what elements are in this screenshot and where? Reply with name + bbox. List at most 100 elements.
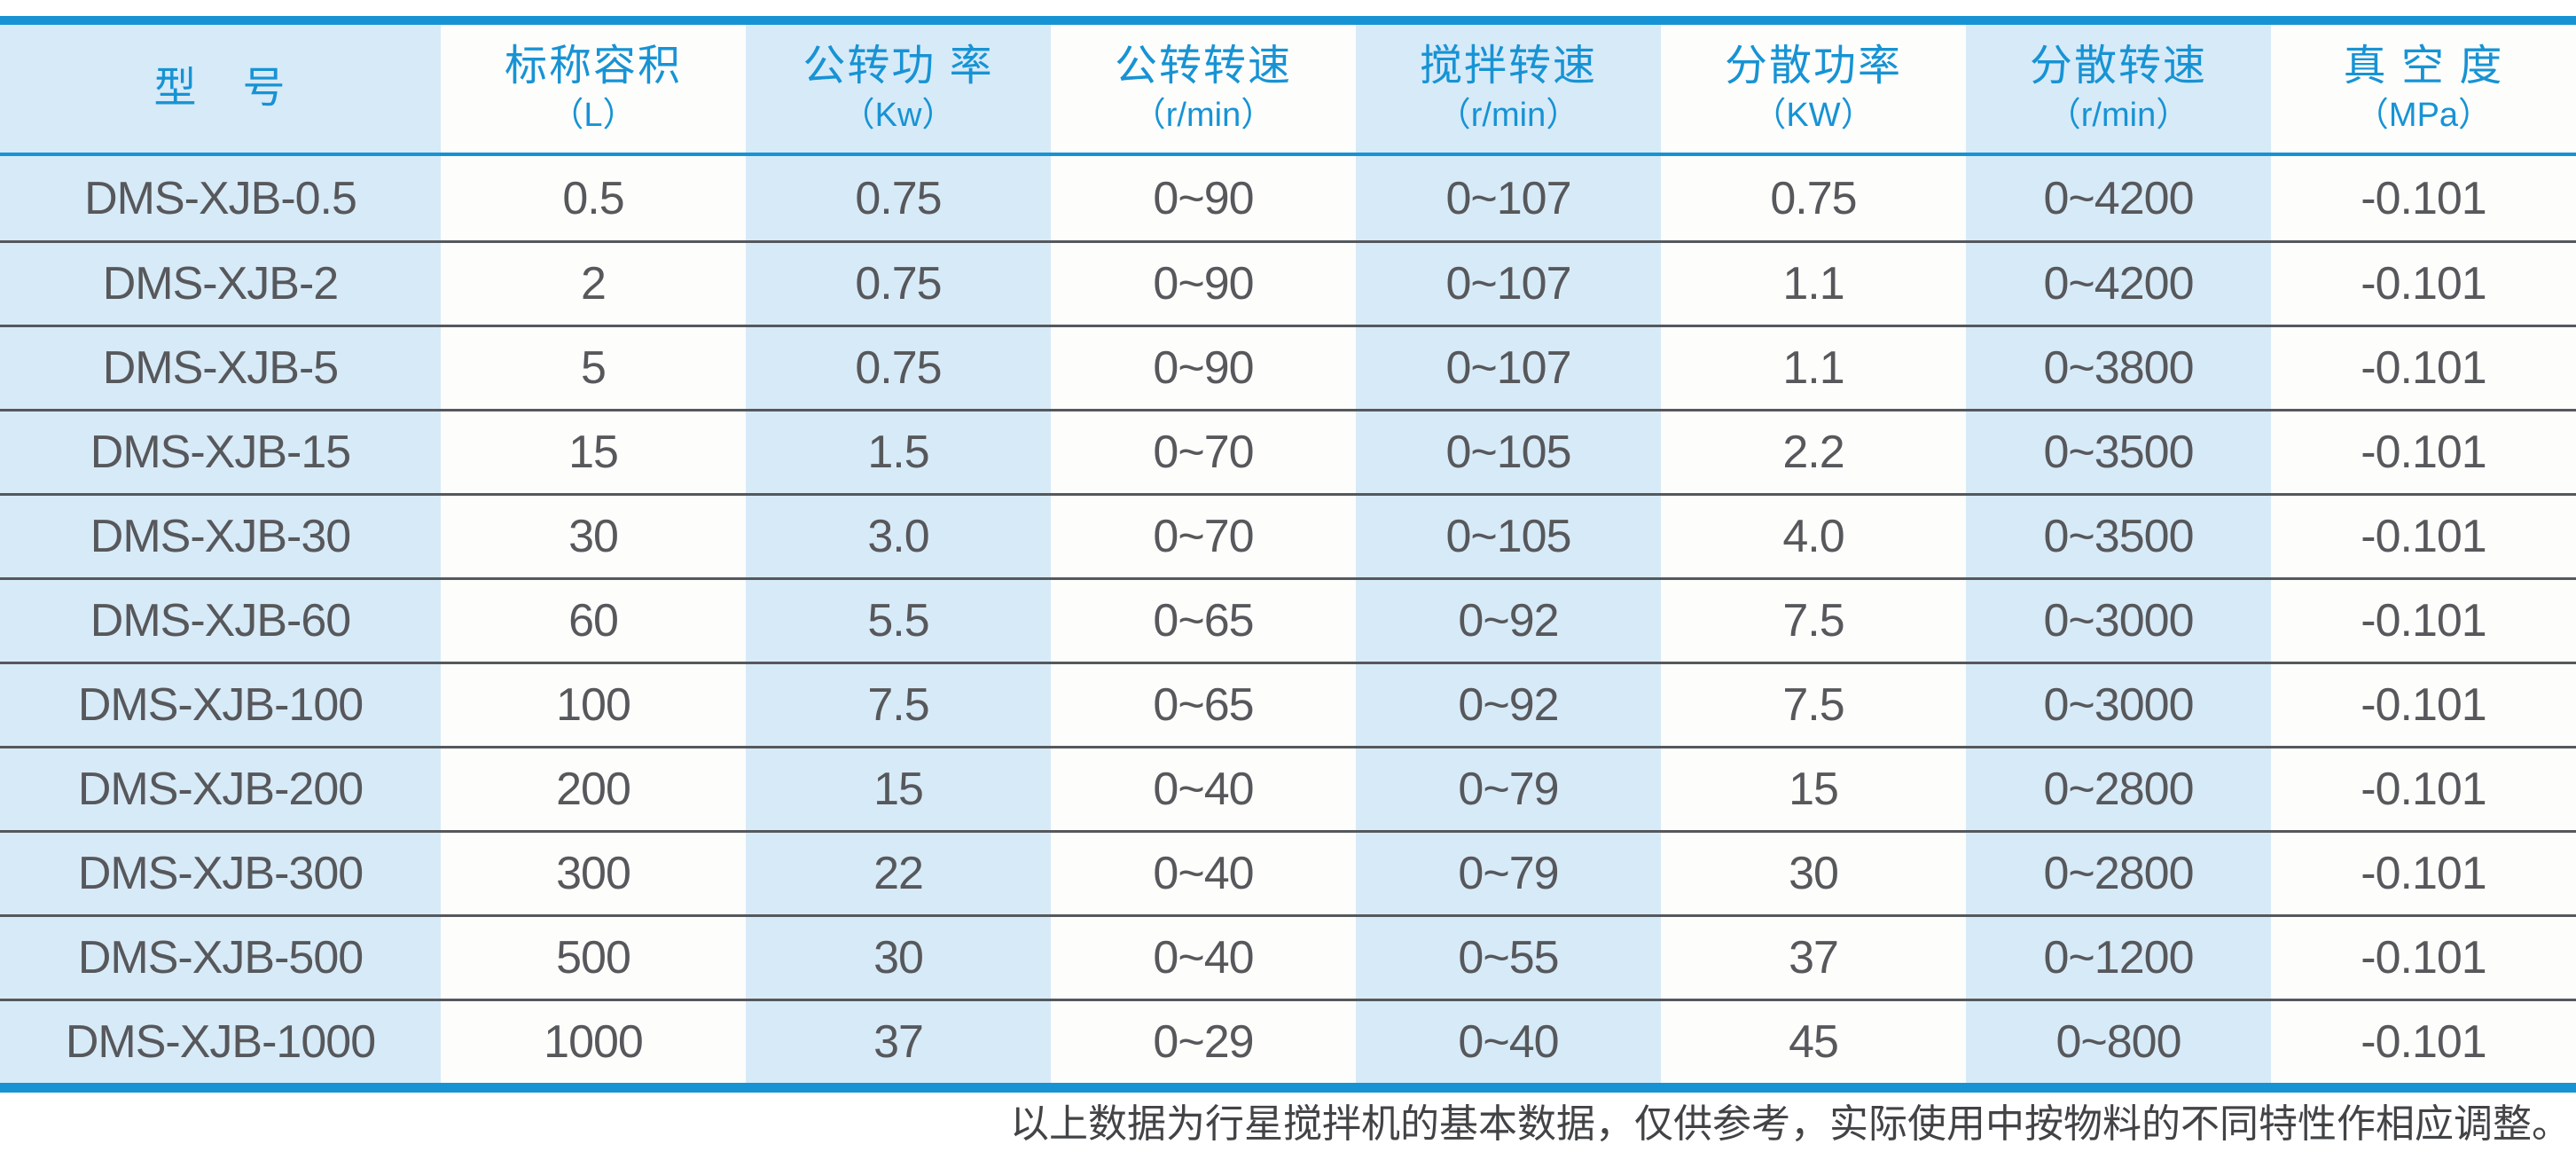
cell-value: 0~3500 [1966,411,2271,493]
cell-value: -0.101 [2271,664,2576,746]
cell-value: 100 [441,664,746,746]
cell-value: 0~70 [1051,496,1356,577]
column-unit: （r/min） [1131,97,1275,134]
table-row: DMS-XJB-30 30 3.0 0~70 0~105 4.0 0~3500 -0.101 [0,493,2576,577]
cell-value: 0~70 [1051,411,1356,493]
column-title: 型 号 [153,65,287,112]
cell-value: -0.101 [2271,1001,2576,1083]
cell-model: DMS-XJB-30 [0,496,441,577]
table-row: DMS-XJB-200 200 15 0~40 0~79 15 0~2800 -0.101 [0,746,2576,830]
column-title: 分散功率 [1724,43,1902,90]
header-row: 型 号 标称容积 （L） 公转功 率 （Kw） 公转转速 （r/min） 搅拌转速 （r/min… [0,25,2576,156]
cell-value: 22 [746,833,1051,914]
cell-value: 30 [1661,833,1966,914]
cell-value: 0~2800 [1966,748,2271,830]
cell-value: 2.2 [1661,411,1966,493]
column-title: 搅拌转速 [1419,43,1597,90]
cell-value: 0~105 [1356,411,1661,493]
cell-value: 0~1200 [1966,917,2271,999]
cell-value: 60 [441,580,746,662]
cell-value: 0~79 [1356,748,1661,830]
cell-value: -0.101 [2271,243,2576,325]
planetary-mixer-spec-table: 型 号 标称容积 （L） 公转功 率 （Kw） 公转转速 （r/min） 搅拌转速 （r/min… [0,16,2576,1093]
cell-value: 0~3500 [1966,496,2271,577]
cell-value: 15 [1661,748,1966,830]
cell-value: 0~90 [1051,327,1356,409]
cell-value: 5 [441,327,746,409]
column-title: 公转功 率 [803,43,994,90]
cell-model: DMS-XJB-300 [0,833,441,914]
cell-value: 0~107 [1356,243,1661,325]
cell-value: 0~3000 [1966,580,2271,662]
table-row: DMS-XJB-5 5 0.75 0~90 0~107 1.1 0~3800 -0.101 [0,325,2576,409]
cell-value: 0.75 [746,156,1051,240]
header-cell: 公转功 率 （Kw） [746,25,1051,153]
cell-value: 0~92 [1356,664,1661,746]
cell-value: -0.101 [2271,496,2576,577]
cell-value: 1.5 [746,411,1051,493]
cell-value: 0~40 [1051,748,1356,830]
cell-value: 0~107 [1356,156,1661,240]
cell-value: 0~3800 [1966,327,2271,409]
table-body: DMS-XJB-0.5 0.5 0.75 0~90 0~107 0.75 0~4200 -0.… [0,156,2576,1083]
column-title: 分散转速 [2029,43,2207,90]
column-unit: （L） [550,97,637,134]
cell-value: 7.5 [1661,580,1966,662]
cell-value: 0~40 [1051,917,1356,999]
cell-model: DMS-XJB-15 [0,411,441,493]
cell-value: 0~800 [1966,1001,2271,1083]
cell-value: 0~29 [1051,1001,1356,1083]
cell-model: DMS-XJB-500 [0,917,441,999]
column-unit: （MPa） [2354,97,2493,134]
cell-model: DMS-XJB-2 [0,243,441,325]
table-row: DMS-XJB-60 60 5.5 0~65 0~92 7.5 0~3000 -0.101 [0,577,2576,662]
cell-value: 1000 [441,1001,746,1083]
cell-value: 1.1 [1661,243,1966,325]
table-row: DMS-XJB-100 100 7.5 0~65 0~92 7.5 0~3000 -0.101 [0,662,2576,746]
column-title: 公转转速 [1114,43,1292,90]
table-row: DMS-XJB-2 2 0.75 0~90 0~107 1.1 0~4200 -0.101 [0,240,2576,325]
table-row: DMS-XJB-500 500 30 0~40 0~55 37 0~1200 -0.101 [0,914,2576,999]
cell-value: 300 [441,833,746,914]
column-title: 标称容积 [504,43,682,90]
cell-value: 0~107 [1356,327,1661,409]
cell-value: 30 [746,917,1051,999]
cell-value: 0~92 [1356,580,1661,662]
cell-value: 7.5 [746,664,1051,746]
cell-value: 0~65 [1051,580,1356,662]
cell-value: -0.101 [2271,156,2576,240]
header-cell: 标称容积 （L） [441,25,746,153]
cell-value: -0.101 [2271,833,2576,914]
column-unit: （r/min） [1437,97,1580,134]
cell-model: DMS-XJB-60 [0,580,441,662]
cell-value: -0.101 [2271,748,2576,830]
cell-value: 0~90 [1051,243,1356,325]
cell-value: 0.75 [1661,156,1966,240]
cell-model: DMS-XJB-0.5 [0,156,441,240]
cell-value: 0~3000 [1966,664,2271,746]
cell-value: 45 [1661,1001,1966,1083]
cell-value: 0~65 [1051,664,1356,746]
table-row: DMS-XJB-1000 1000 37 0~29 0~40 45 0~800 -0.101 [0,999,2576,1083]
header-cell: 真 空 度 （MPa） [2271,25,2576,153]
cell-value: 4.0 [1661,496,1966,577]
footer-note: 以上数据为行星搅拌机的基本数据，仅供参考，实际使用中按物料的不同特性作相应调整。 [1010,1102,2571,1146]
table-row: DMS-XJB-0.5 0.5 0.75 0~90 0~107 0.75 0~4200 -0.… [0,156,2576,240]
cell-value: 0~2800 [1966,833,2271,914]
cell-value: -0.101 [2271,580,2576,662]
cell-value: 500 [441,917,746,999]
cell-value: 15 [746,748,1051,830]
header-cell: 搅拌转速 （r/min） [1356,25,1661,153]
cell-value: 0.75 [746,327,1051,409]
cell-value: -0.101 [2271,917,2576,999]
column-title: 真 空 度 [2343,43,2504,90]
cell-value: 37 [1661,917,1966,999]
cell-value: 2 [441,243,746,325]
cell-value: 0~90 [1051,156,1356,240]
cell-value: 1.1 [1661,327,1966,409]
cell-value: 3.0 [746,496,1051,577]
cell-value: 0~105 [1356,496,1661,577]
cell-value: 7.5 [1661,664,1966,746]
cell-value: 0~40 [1356,1001,1661,1083]
